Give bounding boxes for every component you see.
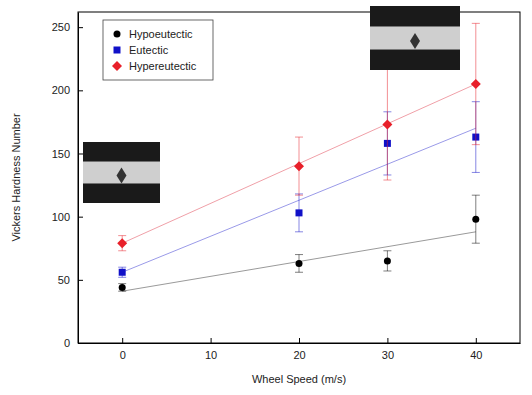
- error-bar: [472, 195, 480, 243]
- data-point: [472, 216, 479, 223]
- fit-line: [122, 84, 476, 243]
- legend-label: Eutectic: [129, 44, 169, 56]
- y-tick-label: 100: [52, 211, 70, 223]
- error-cap: [383, 270, 391, 271]
- y-tick-label: 250: [52, 21, 70, 33]
- error-cap: [295, 272, 303, 273]
- x-axis: 0 10 20 30 40: [79, 338, 521, 361]
- error-bar: [383, 251, 391, 271]
- inset-band: [83, 162, 160, 184]
- inset-image: [83, 142, 160, 203]
- error-cap: [472, 195, 480, 196]
- x-tick-label: 20: [293, 349, 305, 361]
- error-cap: [295, 137, 303, 138]
- data-point: [294, 161, 304, 171]
- x-axis-title: Wheel Speed (m/s): [252, 373, 346, 385]
- y-tick-label: 0: [64, 337, 70, 349]
- legend-box: [103, 20, 213, 80]
- x-tick: 30: [382, 338, 394, 361]
- inset-indent: [117, 168, 127, 184]
- y-tick-label: 150: [52, 148, 70, 160]
- x-tick: 0: [120, 338, 126, 361]
- legend-marker: [114, 31, 121, 38]
- legend-label: Hypoeutectic: [129, 28, 193, 40]
- data-point: [382, 119, 392, 129]
- y-tick-mark: [78, 27, 83, 28]
- x-tick: 20: [293, 338, 305, 361]
- x-tick-label: 40: [470, 349, 482, 361]
- y-tick: 50: [58, 274, 83, 286]
- data-point: [471, 79, 481, 89]
- error-cap: [295, 195, 303, 196]
- x-tick-label: 0: [120, 349, 126, 361]
- inset-band: [370, 26, 460, 49]
- y-tick: 150: [52, 148, 83, 160]
- x-tick-label: 30: [382, 349, 394, 361]
- error-cap: [383, 250, 391, 251]
- y-tick: 250: [52, 21, 83, 33]
- error-cap: [295, 231, 303, 232]
- y-axis: 0 50 100 150 200 250: [52, 13, 83, 350]
- y-tick-label: 200: [52, 84, 70, 96]
- error-bar: [295, 255, 303, 273]
- error-cap: [118, 250, 126, 251]
- error-bar: [295, 137, 303, 195]
- error-cap: [295, 254, 303, 255]
- y-tick: 100: [52, 211, 83, 223]
- y-axis-line: [78, 13, 79, 344]
- fit-line: [122, 128, 476, 272]
- error-bar: [118, 236, 126, 251]
- data-point: [384, 257, 391, 264]
- x-tick-mark: [476, 338, 477, 343]
- x-tick-mark: [211, 338, 212, 343]
- error-cap: [118, 235, 126, 236]
- data-point: [117, 238, 127, 248]
- x-tick-mark: [122, 338, 123, 343]
- y-axis-title: Vickers Hardness Number: [10, 113, 22, 242]
- error-cap: [472, 23, 480, 24]
- inset-frame: [83, 142, 160, 203]
- error-cap: [472, 243, 480, 244]
- legend-label: Hypereutectic: [129, 60, 197, 72]
- error-cap: [472, 172, 480, 173]
- x-tick-label: 10: [205, 349, 217, 361]
- legend-marker: [114, 47, 121, 54]
- x-tick: 10: [205, 338, 217, 361]
- fit-line: [122, 232, 476, 291]
- error-cap: [118, 277, 126, 278]
- error-cap: [472, 144, 480, 145]
- x-tick-mark: [299, 338, 300, 343]
- error-cap: [383, 180, 391, 181]
- inset-indent: [410, 33, 420, 49]
- chart: 0 10 20 30 40 0 50 100 150 200 250 Wheel Speed (m/s…: [0, 0, 532, 395]
- error-bar: [383, 69, 391, 180]
- legend: Hypoeutectic Eutectic Hypereutectic: [103, 20, 213, 80]
- legend-marker: [112, 61, 122, 71]
- inset-frame: [370, 6, 460, 70]
- y-tick: 200: [52, 84, 83, 96]
- y-tick: 0: [64, 337, 83, 349]
- data-point: [119, 284, 126, 291]
- x-tick-mark: [387, 338, 388, 343]
- y-tick-mark: [78, 153, 83, 154]
- error-bar: [295, 194, 303, 232]
- inset-image: [370, 6, 460, 70]
- y-tick-mark: [78, 217, 83, 218]
- error-bar: [118, 267, 126, 277]
- x-axis-line: [79, 343, 521, 344]
- y-tick-label: 50: [58, 274, 70, 286]
- y-tick-mark: [78, 280, 83, 281]
- data-point: [296, 209, 303, 216]
- error-bar: [118, 284, 126, 292]
- y-tick-mark: [78, 343, 83, 344]
- y-tick-mark: [78, 90, 83, 91]
- x-tick: 40: [470, 338, 482, 361]
- error-cap: [118, 267, 126, 268]
- error-bar: [472, 23, 480, 144]
- data-point: [119, 269, 126, 276]
- data-point: [296, 260, 303, 267]
